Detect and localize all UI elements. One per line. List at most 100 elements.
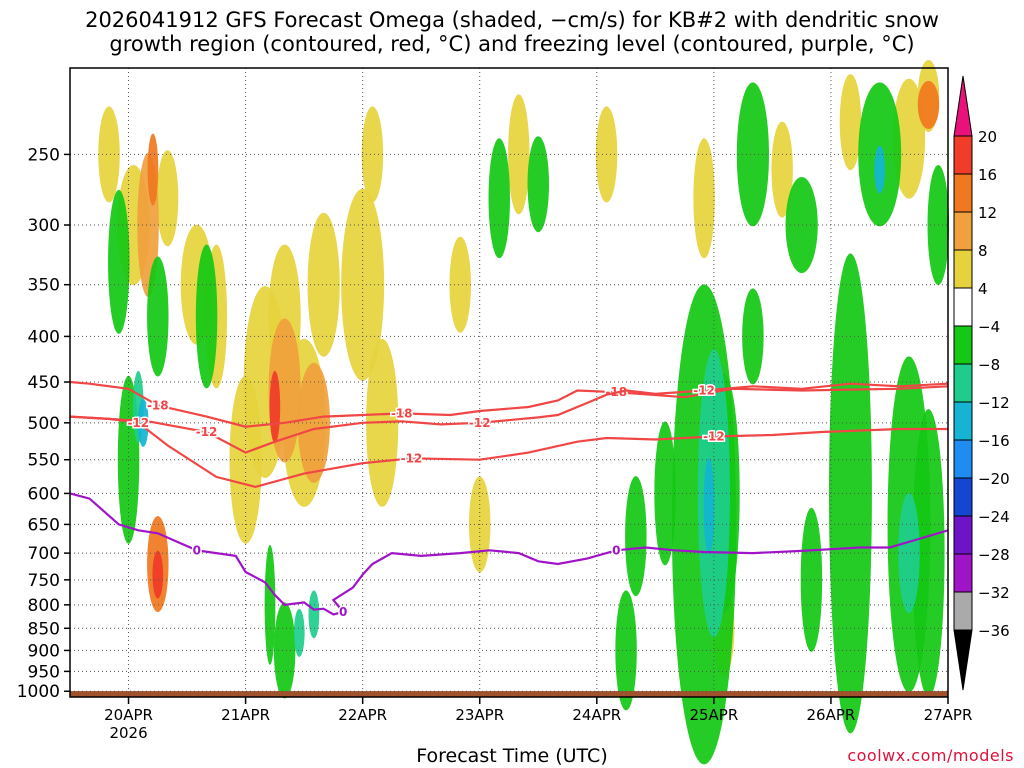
colorbar-tick-label: 8 [978,242,988,260]
contour-label: -12 [693,384,715,398]
contour-label: -12 [703,430,725,444]
contour-label: -12 [127,416,149,430]
contour-label: 0 [193,543,201,557]
colorbar-tick-label: −32 [978,584,1010,602]
omega-shade-cell [892,78,926,199]
colorbar-segment [953,173,973,213]
omega-shade-cell [152,550,164,599]
y-tick-label: 750 [28,571,60,591]
colorbar-bottom-arrow [953,629,973,691]
x-tick-label: 20APR [104,706,153,724]
y-tick-label: 900 [28,641,60,661]
contour-label: -12 [401,451,423,465]
x-tick-label: 27APR [924,706,973,724]
colorbar-segment [953,439,973,479]
y-tick-label: 300 [28,216,60,236]
omega-shade-cell [293,608,305,657]
omega-shade-cell [137,398,149,447]
omega-shade-cell [527,136,549,233]
y-tick-label: 950 [28,662,60,682]
x-tick-label: 23APR [455,706,504,724]
contour-label: -12 [196,425,218,439]
omega-shade-cell [654,421,676,566]
colorbar-tick-label: −8 [978,356,1000,374]
y-tick-label: 500 [28,414,60,434]
omega-shade-cell [308,590,320,639]
colorbar-segment [953,249,973,289]
colorbar-segment [953,515,973,555]
y-tick-label: 550 [28,451,60,471]
y-tick-label: 850 [28,619,60,639]
colorbar-tick-label: 16 [978,166,997,184]
contour-label: 0 [339,605,347,619]
omega-shade-cell [361,106,384,203]
x-tick-label: 25APR [689,706,738,724]
omega-shade-cell [736,82,769,227]
colorbar-segment [953,211,973,251]
omega-shade-cell [297,362,330,483]
contour-label: -12 [469,416,491,430]
omega-shade-cell [147,256,169,377]
omega-shade-cell [156,150,179,247]
omega-shade-cell [273,602,296,699]
chart-title-line-1: 2026041912 GFS Forecast Omega (shaded, −… [85,8,939,32]
colorbar-segment [953,591,973,631]
colorbar-tick-label: −36 [978,622,1010,640]
omega-shade-cell [264,544,276,665]
x-axis-label: Forecast Time (UTC) [416,745,608,767]
x-tick-label: 21APR [221,706,270,724]
colorbar: 20 16 12 8 4 −4 −8 −12 −16 −20 −24 −28 −32 −36 [953,75,1010,691]
y-tick-label: 1000 [17,682,60,702]
colorbar-tick-label: 12 [978,204,997,222]
colorbar-tick-label: −24 [978,508,1010,526]
contour-label: -18 [147,398,169,412]
chart-title-line-2: growth region (contoured, red, °C) and f… [109,32,915,56]
colorbar-segment [953,401,973,441]
x-tick-label: 26APR [807,706,856,724]
colorbar-tick-label: −20 [978,470,1010,488]
y-tick-label: 350 [28,276,60,296]
colorbar-segment [953,363,973,403]
omega-shade-cell [625,476,647,597]
contour-line [69,415,948,489]
omega-shade-cell [108,189,130,334]
x-tick-label: 22APR [338,706,387,724]
colorbar-segment [953,477,973,517]
omega-shade-cell [488,138,510,259]
colorbar-segment [953,135,973,175]
colorbar-tick-label: −12 [978,394,1010,412]
omega-shade-cell [742,288,764,385]
x-tick-label: 24APR [572,706,621,724]
omega-shade-cell [771,121,793,218]
omega-shade-cell [195,244,218,389]
colorbar-segment [953,553,973,593]
omega-shade-cell [693,138,715,259]
colorbar-tick-label: 20 [978,128,997,146]
contour-label: -18 [391,406,413,420]
y-tick-label: 250 [28,145,60,165]
omega-shade-cell [307,212,340,357]
y-tick-label: 700 [28,544,60,564]
colorbar-tick-label: −28 [978,546,1010,564]
contour-line [69,382,949,454]
omega-shade-cell [785,177,818,274]
y-tick-label: 600 [28,484,60,504]
contour-label: 0 [612,543,620,557]
omega-shade-cell [912,409,945,698]
contour-line [69,492,949,616]
credit-link[interactable]: coolwx.com/models [847,746,1014,765]
y-tick-label: 650 [28,515,60,535]
omega-shade-cell [703,458,715,555]
y-tick-label: 450 [28,373,60,393]
surface-ground [70,691,948,697]
colorbar-segment [953,287,973,327]
colorbar-tick-label: −4 [978,318,1000,336]
x-year-label: 2026 [109,724,147,742]
omega-shade-cell [874,145,886,194]
omega-shade-cell [449,236,471,333]
omega-shade-cell [98,106,120,203]
omega-shade-cell [898,493,920,614]
colorbar-segment [953,325,973,365]
y-tick-label: 800 [28,596,60,616]
